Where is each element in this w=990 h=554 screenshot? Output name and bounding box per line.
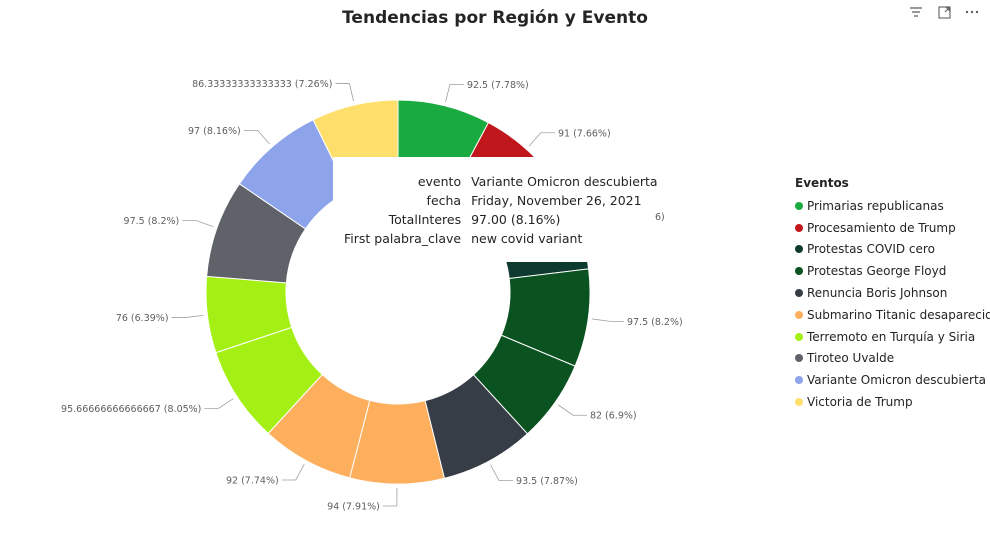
legend-label: Protestas COVID cero	[807, 242, 935, 257]
legend-label: Protestas George Floyd	[807, 264, 947, 279]
data-label: 86.33333333333333 (7.26%)	[192, 79, 332, 90]
legend-swatch	[795, 245, 803, 254]
data-label: 92 (7.74%)	[226, 475, 279, 486]
focus-mode-icon[interactable]	[936, 4, 952, 20]
leader-line	[335, 83, 354, 102]
leader-line	[243, 129, 270, 145]
tooltip-table: evento Variante Omicron descubierta fecha F…	[341, 174, 661, 250]
legend-item[interactable]: Protestas COVID cero	[795, 239, 990, 261]
tooltip: evento Variante Omicron descubierta fecha F…	[333, 157, 658, 262]
tooltip-row: fecha Friday, November 26, 2021	[341, 193, 661, 212]
leader-line	[557, 404, 587, 416]
tooltip-key: TotalInteres	[388, 212, 462, 227]
data-label: 97.5 (8.2%)	[124, 216, 180, 227]
data-label: 97.5 (8.2%)	[627, 317, 683, 328]
tooltip-row: TotalInteres 97.00 (8.16%)	[341, 212, 661, 231]
legend-item[interactable]: Procesamiento de Trump	[795, 217, 990, 239]
leader-line	[528, 132, 555, 147]
data-label: 93.5 (7.87%)	[516, 476, 578, 487]
legend-item[interactable]: Primarias republicanas	[795, 195, 990, 217]
legend-label: Variante Omicron descubierta	[807, 373, 987, 388]
legend-label: Submarino Titanic desaparecido	[807, 307, 990, 322]
tooltip-row: First palabra_clave new covid variant	[341, 231, 661, 250]
legend-label: Terremoto en Turquía y Siria	[807, 329, 976, 344]
legend-swatch	[795, 398, 803, 407]
data-label: 94 (7.91%)	[327, 501, 380, 512]
legend-item[interactable]: Submarino Titanic desaparecido	[795, 304, 990, 326]
tooltip-key: evento	[417, 174, 462, 189]
legend-item[interactable]: Terremoto en Turquía y Siria	[795, 326, 990, 348]
legend-item[interactable]: Protestas George Floyd	[795, 260, 990, 282]
legend-label: Renuncia Boris Johnson	[807, 286, 948, 301]
tooltip-value: Variante Omicron descubierta	[471, 174, 658, 189]
leader-line	[592, 318, 624, 322]
data-label: 97 (8.16%)	[188, 126, 241, 137]
leader-line	[182, 220, 214, 227]
leader-line	[281, 463, 305, 481]
legend-label: Victoria de Trump	[807, 395, 913, 410]
legend-swatch	[795, 332, 803, 341]
leader-line	[490, 464, 514, 482]
data-label: 92.5 (7.78%)	[467, 80, 529, 91]
legend-swatch	[795, 223, 803, 232]
legend-swatch	[795, 201, 803, 210]
legend-label: Procesamiento de Trump	[807, 220, 956, 235]
tooltip-value: 97.00 (8.16%)	[471, 212, 561, 227]
legend: Eventos Primarias republicanas Procesamie…	[795, 176, 990, 413]
legend-item[interactable]: Tiroteo Uvalde	[795, 348, 990, 370]
legend-swatch	[795, 267, 803, 276]
filter-icon[interactable]	[908, 4, 924, 20]
legend-label: Tiroteo Uvalde	[807, 351, 895, 366]
legend-swatch	[795, 289, 803, 298]
legend-items: Primarias republicanas Procesamiento de T…	[795, 195, 990, 413]
leader-line	[204, 398, 234, 409]
legend-swatch	[795, 376, 803, 385]
legend-item[interactable]: Victoria de Trump	[795, 391, 990, 413]
more-options-icon[interactable]	[964, 4, 980, 20]
legend-item[interactable]: Renuncia Boris Johnson	[795, 282, 990, 304]
data-label: 76 (6.39%)	[116, 313, 169, 324]
tooltip-value: new covid variant	[471, 231, 583, 246]
legend-title: Eventos	[795, 176, 849, 190]
tooltip-key: First palabra_clave	[344, 231, 462, 246]
data-label: 91 (7.66%)	[558, 128, 611, 139]
partial-data-label: 6)	[655, 212, 665, 223]
tooltip-row: evento Variante Omicron descubierta	[341, 174, 661, 193]
legend-swatch	[795, 354, 803, 363]
tooltip-key: fecha	[426, 193, 462, 208]
leader-line	[445, 84, 464, 102]
leader-line	[382, 487, 398, 507]
legend-swatch	[795, 310, 803, 319]
visual-header	[908, 4, 980, 20]
chart-title: Tendencias por Región y Evento	[342, 8, 648, 28]
data-label: 82 (6.9%)	[590, 411, 637, 422]
data-label: 95.66666666666667 (8.05%)	[61, 404, 201, 415]
legend-item[interactable]: Variante Omicron descubierta	[795, 369, 990, 391]
leader-line	[171, 315, 204, 318]
tooltip-value: Friday, November 26, 2021	[471, 193, 642, 208]
legend-label: Primarias republicanas	[807, 198, 944, 213]
